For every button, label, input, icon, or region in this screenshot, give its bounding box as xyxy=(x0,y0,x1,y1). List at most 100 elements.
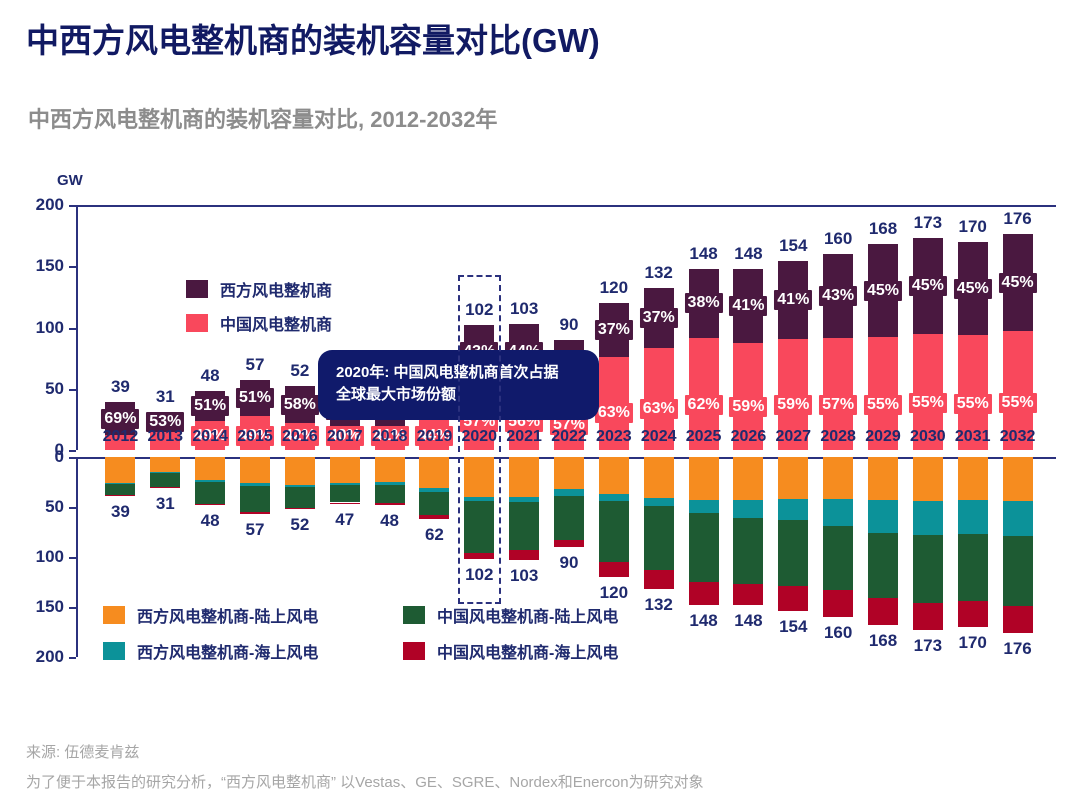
lower-y-tick-label: 200 xyxy=(36,647,64,667)
lower-bar[interactable] xyxy=(419,457,449,519)
lower-bar[interactable] xyxy=(599,457,629,577)
lower-bar-total-label: 57 xyxy=(246,520,265,540)
lower-bar-segment-west-onshore xyxy=(375,457,405,482)
page-title: 中西方风电整机商的装机容量对比(GW) xyxy=(26,14,600,62)
upper-bar-total-label: 160 xyxy=(824,229,852,249)
lower-bar[interactable] xyxy=(913,457,943,630)
lower-bar-segment-china-offshore xyxy=(330,503,360,505)
lower-y-tick xyxy=(69,557,76,559)
lower-bar[interactable] xyxy=(375,457,405,505)
lower-bar-segment-china-onshore xyxy=(778,520,808,586)
lower-bar-segment-west-offshore xyxy=(644,498,674,506)
upper-bar-pct-china: 59% xyxy=(729,397,767,417)
upper-bar-total-label: 168 xyxy=(869,219,897,239)
footnote-source: 来源: 伍德麦肯兹 xyxy=(26,741,139,762)
lower-bar-segment-west-onshore xyxy=(554,457,584,489)
lower-bar[interactable] xyxy=(778,457,808,611)
legend-item-china-offshore: 中国风电整机商-海上风电 xyxy=(403,639,703,663)
lower-bar-total-label: 52 xyxy=(290,515,309,535)
lower-bar[interactable] xyxy=(823,457,853,617)
y-axis-unit-label: GW xyxy=(57,172,83,189)
x-axis-label: 2027 xyxy=(775,428,811,446)
lower-bar[interactable] xyxy=(1003,457,1033,633)
lower-bar-total-label: 168 xyxy=(869,631,897,651)
legend-label-china-onshore: 中国风电整机商-陆上风电 xyxy=(437,603,618,627)
lower-bar[interactable] xyxy=(195,457,225,505)
lower-bar-segment-china-offshore xyxy=(419,515,449,519)
x-axis-label: 2029 xyxy=(865,428,901,446)
lower-bar-segment-china-onshore xyxy=(330,485,360,502)
lower-bar-segment-china-onshore xyxy=(240,486,270,512)
upper-bar-pct-west: 41% xyxy=(729,296,767,316)
lower-bar-segment-china-offshore xyxy=(105,495,135,496)
upper-bar[interactable] xyxy=(868,244,898,450)
lower-bar-segment-china-offshore xyxy=(868,598,898,625)
lower-bar-total-label: 148 xyxy=(734,611,762,631)
x-axis-label: 2023 xyxy=(596,428,632,446)
lower-bar[interactable] xyxy=(733,457,763,605)
lower-y-tick xyxy=(69,657,76,659)
lower-bar-segment-china-offshore xyxy=(195,504,225,505)
upper-bar-pct-china: 55% xyxy=(909,393,947,413)
x-axis-label: 2026 xyxy=(731,428,767,446)
x-axis-label: 2030 xyxy=(910,428,946,446)
lower-bar-segment-china-onshore xyxy=(913,535,943,603)
upper-bar-total-label: 48 xyxy=(201,366,220,386)
slide-root: 中西方风电整机商的装机容量对比(GW) 中西方风电整机商的装机容量对比, 201… xyxy=(0,0,1080,807)
lower-bar-segment-west-onshore xyxy=(195,457,225,480)
footnote-note: 为了便于本报告的研究分析，“西方风电整机商” 以Vestas、GE、SGRE、N… xyxy=(26,771,704,792)
lower-bar[interactable] xyxy=(689,457,719,605)
lower-bar[interactable] xyxy=(240,457,270,514)
upper-bar-pct-west: 69% xyxy=(101,409,139,429)
lower-bar-segment-china-onshore xyxy=(150,473,180,487)
lower-bar[interactable] xyxy=(958,457,988,627)
lower-bar-segment-west-onshore xyxy=(509,457,539,497)
legend-swatch-china-offshore xyxy=(403,642,425,660)
upper-bar[interactable] xyxy=(823,254,853,450)
lower-bar[interactable] xyxy=(868,457,898,625)
lower-bar[interactable] xyxy=(285,457,315,509)
lower-bar[interactable] xyxy=(554,457,584,547)
upper-bar-pct-west: 45% xyxy=(864,281,902,301)
legend-item-west-offshore: 西方风电整机商-海上风电 xyxy=(103,639,403,663)
upper-bar[interactable] xyxy=(1003,234,1033,450)
lower-bar-segment-west-onshore xyxy=(823,457,853,499)
upper-bar-total-label: 52 xyxy=(290,361,309,381)
upper-bar-total-label: 103 xyxy=(510,299,538,319)
lower-bar[interactable] xyxy=(330,457,360,504)
lower-bar[interactable] xyxy=(509,457,539,560)
lower-bar-segment-west-onshore xyxy=(958,457,988,500)
lower-bar-segment-china-offshore xyxy=(913,603,943,630)
lower-bar-segment-west-onshore xyxy=(599,457,629,494)
upper-bar[interactable] xyxy=(958,242,988,450)
upper-y-tick-label: 150 xyxy=(36,256,64,276)
x-axis-label: 2015 xyxy=(237,428,273,446)
upper-y-axis xyxy=(76,205,78,450)
lower-bar[interactable] xyxy=(105,457,135,496)
lower-y-tick-label: 50 xyxy=(45,497,64,517)
lower-bar-segment-west-onshore xyxy=(689,457,719,500)
lower-bar-segment-china-onshore xyxy=(285,487,315,508)
legend-label-china: 中国风电整机商 xyxy=(220,311,332,335)
lower-bar-segment-china-onshore xyxy=(195,482,225,505)
lower-bar-total-label: 103 xyxy=(510,566,538,586)
upper-bar-pct-china: 59% xyxy=(774,395,812,415)
lower-bar-segment-china-onshore xyxy=(644,506,674,570)
x-axis-label: 2022 xyxy=(551,428,587,446)
x-axis-label: 2014 xyxy=(192,428,228,446)
upper-bar-pct-china: 55% xyxy=(954,394,992,414)
lower-bar-segment-west-onshore xyxy=(240,457,270,483)
highlight-box-2020-lower xyxy=(458,457,501,604)
upper-bar-total-label: 120 xyxy=(600,278,628,298)
lower-bar-segment-china-offshore xyxy=(958,601,988,628)
upper-y-tick xyxy=(69,328,76,330)
lower-bar-segment-china-offshore xyxy=(509,550,539,560)
lower-bar[interactable] xyxy=(150,457,180,488)
upper-bar-pct-china: 63% xyxy=(595,403,633,423)
lower-bar-segment-west-offshore xyxy=(599,494,629,501)
lower-bar[interactable] xyxy=(644,457,674,589)
upper-bar-pct-west: 43% xyxy=(819,286,857,306)
upper-bar[interactable] xyxy=(913,238,943,450)
upper-y-tick xyxy=(69,266,76,268)
lower-bar-segment-china-onshore xyxy=(375,485,405,503)
